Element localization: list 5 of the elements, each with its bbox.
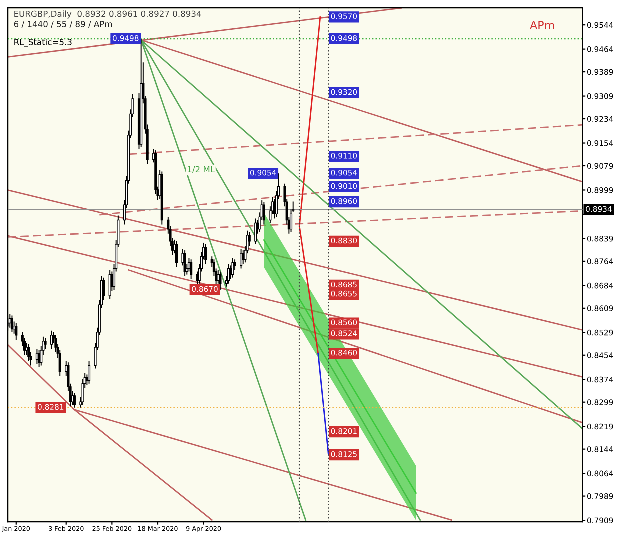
annotation: 1/2 ML: [188, 166, 215, 174]
annotation: APm: [530, 21, 554, 30]
text: 6 / 1440 / 55 / 89 / APm: [14, 21, 112, 28]
chart-title: EURGBP,Daily 0.8932 0.8961 0.8927 0.8934: [14, 10, 202, 19]
annotation: RL_Static=5.3: [14, 38, 72, 48]
